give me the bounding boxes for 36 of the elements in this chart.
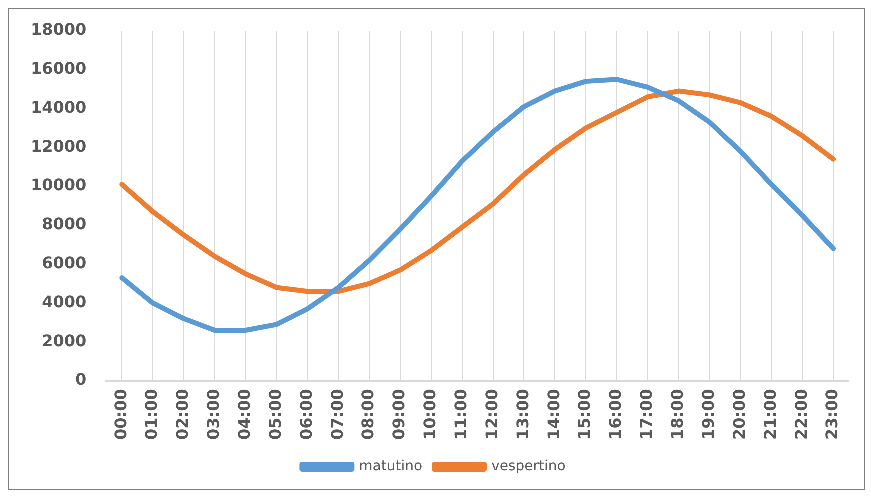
- x-tick-label: 01:00: [142, 389, 162, 440]
- y-tick-label: 16000: [30, 59, 87, 78]
- x-tick-label: 22:00: [792, 389, 811, 440]
- x-tick-label: 12:00: [482, 389, 502, 440]
- x-tick-label: 06:00: [296, 389, 316, 440]
- x-tick-label: 17:00: [637, 389, 656, 440]
- x-tick-label: 11:00: [452, 389, 471, 440]
- x-tick-label: 23:00: [822, 389, 842, 440]
- x-tick-label: 04:00: [235, 389, 254, 440]
- y-tick-label: 6000: [42, 254, 87, 273]
- y-tick-label: 8000: [42, 214, 87, 234]
- x-tick-label: 09:00: [390, 389, 409, 440]
- legend-label: vespertino: [492, 458, 566, 475]
- x-tick-label: 02:00: [173, 389, 192, 440]
- x-tick-label: 16:00: [606, 389, 626, 440]
- y-tick-label: 12000: [30, 136, 87, 156]
- x-tick-label: 08:00: [358, 389, 378, 440]
- y-tick-label: 14000: [30, 98, 87, 117]
- x-tick-label: 18:00: [668, 389, 688, 440]
- x-tick-label: 15:00: [575, 389, 594, 440]
- y-tick-label: 0: [76, 370, 87, 390]
- y-tick-label: 10000: [30, 176, 87, 195]
- x-tick-label: 20:00: [730, 389, 749, 440]
- x-tick-label: 14:00: [544, 389, 564, 440]
- x-tick-label: 05:00: [266, 389, 285, 440]
- x-tick-label: 13:00: [513, 389, 532, 440]
- y-tick-label: 2000: [42, 331, 87, 350]
- legend-label: matutino: [359, 458, 423, 475]
- x-tick-label: 03:00: [204, 389, 224, 440]
- y-tick-label: 18000: [30, 20, 87, 40]
- x-tick-label: 10:00: [420, 389, 440, 440]
- x-tick-label: 07:00: [328, 389, 347, 440]
- y-tick-label: 4000: [42, 292, 87, 312]
- x-tick-label: 21:00: [760, 389, 780, 440]
- x-tick-label: 19:00: [698, 389, 718, 440]
- x-tick-label: 00:00: [111, 389, 130, 440]
